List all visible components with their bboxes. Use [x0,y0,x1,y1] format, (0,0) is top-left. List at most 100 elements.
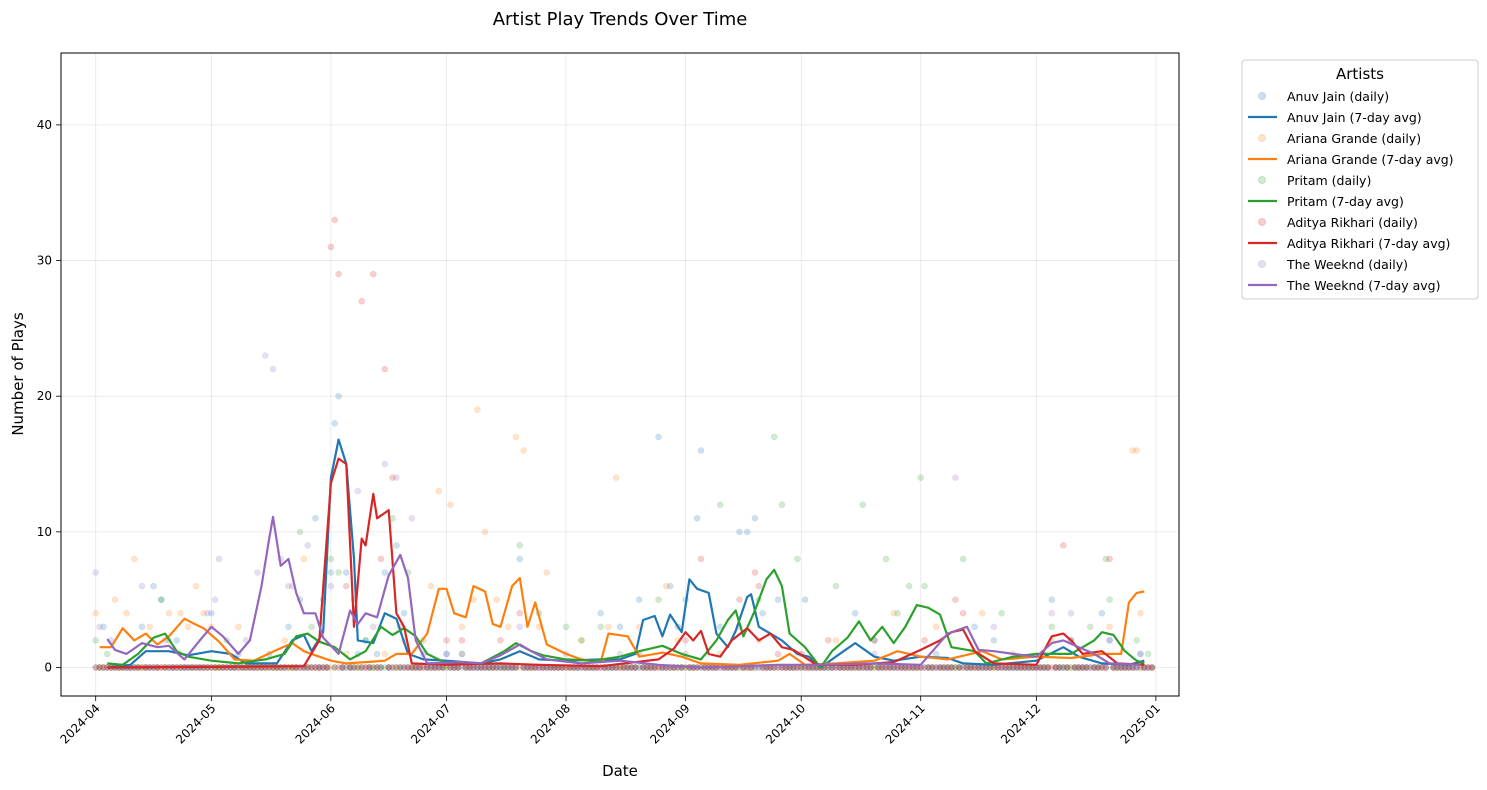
daily-point [323,664,331,671]
daily-point [385,664,392,671]
daily-point [1044,664,1052,671]
daily-point [377,664,385,671]
daily-point [578,637,585,644]
daily-point [512,664,520,671]
daily-point [1106,555,1113,563]
daily-point [628,664,635,671]
legend-daily-marker [1258,176,1266,184]
daily-point [1067,610,1075,617]
daily-point [184,623,192,631]
daily-point [940,664,948,671]
daily-point [358,664,365,671]
daily-point [979,610,986,617]
legend: Artists Anuv Jain (daily) Anuv Jain (7-da… [1241,59,1479,300]
daily-point [343,569,350,576]
daily-point [952,596,959,603]
daily-point [1148,664,1156,671]
daily-point [1040,664,1048,671]
daily-point [408,664,416,671]
daily-point [346,664,354,671]
daily-point [1036,664,1044,671]
daily-point [1075,664,1083,671]
daily-point [100,623,107,631]
legend-daily-marker [1258,260,1266,268]
daily-point [381,664,389,671]
daily-point [751,515,759,522]
daily-point [940,664,948,671]
daily-point [354,664,362,671]
daily-point [350,664,358,671]
daily-point [370,623,377,631]
daily-point [404,664,412,671]
daily-point [921,582,928,590]
daily-point [335,392,342,400]
daily-point [389,474,396,481]
daily-point [323,664,331,671]
y-axis-label: Number of Plays [9,312,27,436]
daily-point [339,664,346,671]
daily-point [944,664,951,671]
daily-point [493,596,500,603]
daily-point [905,582,913,590]
daily-point [1102,664,1110,671]
legend-avg-label: Anuv Jain (7-day avg) [1287,110,1422,125]
daily-point [370,664,377,671]
daily-point [636,596,643,603]
daily-point [1144,664,1152,671]
daily-point [736,596,743,603]
daily-point [370,664,377,671]
daily-point [774,650,782,658]
daily-point [96,664,103,671]
daily-point [1094,664,1102,671]
daily-point [497,664,504,671]
daily-point [578,637,585,644]
daily-point [96,664,103,671]
x-tick-label: 2024-10 [763,701,808,746]
avg-line-the-weeknd [106,515,1141,669]
y-tick-label: 30 [37,254,52,268]
daily-point [697,447,705,454]
daily-point [1090,664,1098,671]
daily-point [381,460,389,468]
daily-point [605,623,612,631]
daily-point [516,555,524,563]
daily-point [1036,664,1044,671]
daily-point [1087,664,1094,671]
daily-point [1063,664,1071,671]
daily-point [269,365,277,373]
daily-point [346,664,354,671]
daily-point [1060,664,1067,671]
daily-point [1087,623,1094,631]
daily-point [350,664,358,671]
daily-point [123,610,130,617]
daily-point [948,664,955,671]
daily-point [100,664,107,671]
daily-point [1094,664,1102,671]
daily-point [956,664,963,671]
daily-point [343,582,350,590]
daily-point [1052,664,1059,671]
daily-point [327,555,335,563]
daily-point [362,664,369,671]
daily-point [628,664,635,671]
daily-point [956,664,963,671]
daily-point [639,664,647,671]
daily-point [408,664,416,671]
daily-point [1067,664,1075,671]
daily-point [952,664,959,671]
daily-point [1106,637,1113,644]
daily-point [1144,664,1152,671]
daily-point [867,664,874,671]
daily-point [1052,664,1059,671]
daily-point [894,610,901,617]
y-tick-label: 10 [37,525,52,539]
daily-point [948,664,955,671]
x-tick-label: 2025-01 [1118,701,1163,746]
daily-point [948,664,955,671]
daily-point [458,623,466,631]
daily-point [921,664,928,671]
daily-point [959,555,967,563]
x-axis-label: Date [602,762,638,780]
legend-daily-label: Aditya Rikhari (daily) [1287,215,1418,230]
daily-point [497,664,504,671]
